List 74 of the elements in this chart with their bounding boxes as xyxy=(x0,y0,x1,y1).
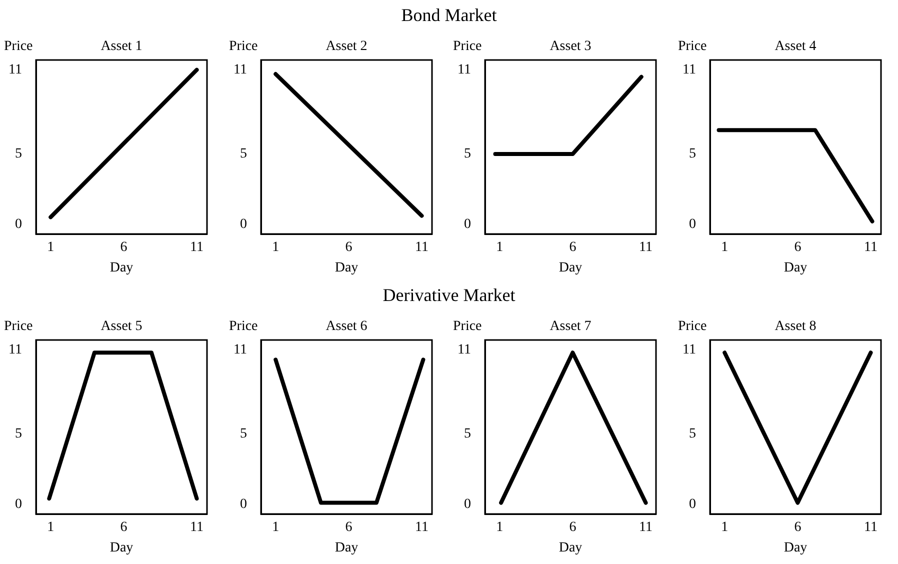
x-axis-title: Day xyxy=(110,540,134,556)
y-tick-label: 5 xyxy=(240,146,246,162)
x-axis-title: Day xyxy=(783,260,807,276)
y-axis-title: Price xyxy=(4,39,33,54)
x-tick-label: 6 xyxy=(344,520,352,536)
chart-title: Asset 8 xyxy=(774,319,816,334)
x-tick-label: 11 xyxy=(190,520,204,536)
y-tick-label: 5 xyxy=(688,426,696,442)
x-tick-label: 6 xyxy=(569,520,576,536)
chart-title: Asset 1 xyxy=(100,39,142,54)
x-tick-label: 1 xyxy=(272,240,279,256)
y-tick-label: 5 xyxy=(15,426,22,442)
chart-title: Asset 5 xyxy=(100,319,142,334)
x-tick-label: 6 xyxy=(794,240,801,256)
x-tick-label: 11 xyxy=(414,520,428,536)
text: Derivative Market xyxy=(382,285,516,305)
y-axis-title: Price xyxy=(678,319,706,334)
x-tick-label: 11 xyxy=(414,240,428,256)
x-tick-label: 6 xyxy=(794,520,801,536)
y-axis-title: Price xyxy=(678,39,706,54)
x-axis-title: Day xyxy=(558,260,582,276)
y-tick-label: 11 xyxy=(458,62,471,78)
chart-title: Asset 4 xyxy=(774,39,816,54)
x-tick-label: 11 xyxy=(864,520,878,536)
x-tick-label: 1 xyxy=(496,240,504,256)
x-tick-label: 1 xyxy=(47,520,54,536)
y-tick-label: 0 xyxy=(15,216,22,232)
x-axis-title: Day xyxy=(110,260,134,276)
y-tick-label: 5 xyxy=(15,146,22,162)
chart-title: Asset 6 xyxy=(325,319,367,334)
x-tick-label: 11 xyxy=(639,520,653,536)
y-tick-label: 0 xyxy=(240,496,246,512)
y-tick-label: 5 xyxy=(464,146,471,162)
y-tick-label: 5 xyxy=(240,426,246,442)
y-axis-title: Price xyxy=(4,319,33,334)
x-tick-label: 11 xyxy=(864,240,878,256)
y-tick-label: 0 xyxy=(464,496,471,512)
y-tick-label: 11 xyxy=(682,342,696,358)
y-tick-label: 11 xyxy=(233,62,246,78)
x-tick-label: 1 xyxy=(496,520,504,536)
x-tick-label: 6 xyxy=(569,240,576,256)
y-axis-title: Price xyxy=(453,39,482,54)
y-tick-label: 5 xyxy=(688,146,696,162)
y-axis-title: Price xyxy=(228,39,258,54)
x-tick-label: 11 xyxy=(190,240,204,256)
x-tick-label: 1 xyxy=(47,240,54,256)
x-axis-title: Day xyxy=(783,540,807,556)
y-axis-title: Price xyxy=(228,319,258,334)
x-axis-title: Day xyxy=(558,540,582,556)
y-tick-label: 0 xyxy=(464,216,471,232)
y-tick-label: 0 xyxy=(15,496,22,512)
x-tick-label: 11 xyxy=(639,240,653,256)
x-tick-label: 6 xyxy=(120,520,128,536)
y-tick-label: 0 xyxy=(240,216,246,232)
x-tick-label: 1 xyxy=(720,520,728,536)
y-axis-title: Price xyxy=(453,319,482,334)
y-tick-label: 11 xyxy=(8,342,22,358)
text: Bond Market xyxy=(401,5,497,25)
chart-title: Asset 2 xyxy=(325,39,367,54)
y-tick-label: 11 xyxy=(8,62,22,78)
y-tick-label: 0 xyxy=(688,216,696,232)
y-tick-label: 0 xyxy=(688,496,696,512)
x-axis-title: Day xyxy=(334,260,358,276)
y-tick-label: 11 xyxy=(233,342,246,358)
y-tick-label: 11 xyxy=(682,62,696,78)
x-tick-label: 6 xyxy=(344,240,352,256)
chart-title: Asset 3 xyxy=(550,39,592,54)
y-tick-label: 11 xyxy=(458,342,471,358)
x-tick-label: 6 xyxy=(120,240,128,256)
chart-title: Asset 7 xyxy=(550,319,592,334)
x-tick-label: 1 xyxy=(272,520,279,536)
x-tick-label: 1 xyxy=(720,240,728,256)
x-axis-title: Day xyxy=(334,540,358,556)
y-tick-label: 5 xyxy=(464,426,471,442)
